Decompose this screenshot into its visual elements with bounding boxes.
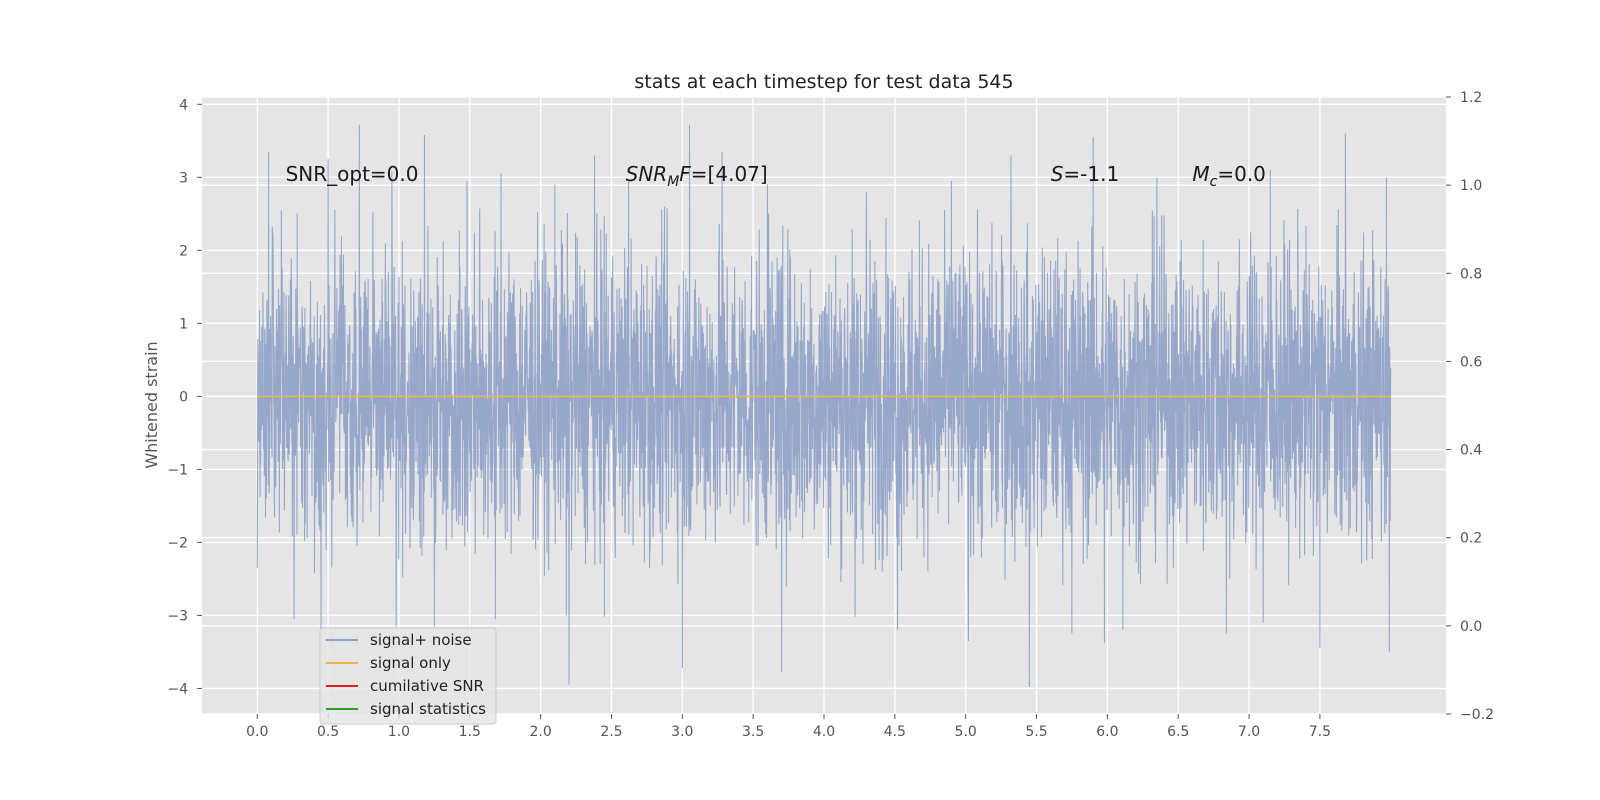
annotation-snr-mf: SNRMF=[4.07] — [626, 162, 768, 190]
y-tick-label: 0 — [179, 389, 188, 405]
x-tick-label: 4.0 — [813, 724, 835, 740]
y-tick-label: 2 — [179, 243, 188, 259]
y-tick-label: 1 — [179, 316, 188, 332]
y-tick-label: −3 — [167, 608, 188, 624]
legend-label: signal statistics — [370, 700, 486, 718]
x-tick-label: 3.0 — [671, 724, 693, 740]
y2-tick-label: 0.2 — [1460, 531, 1482, 547]
legend-box — [319, 627, 497, 725]
annotation-s-value: S=-1.1 — [1051, 162, 1119, 186]
chart-title: stats at each timestep for test data 545 — [634, 71, 1013, 93]
x-tick-label: 2.5 — [600, 724, 622, 740]
x-tick-label: 2.0 — [529, 724, 551, 740]
annotations: SNR_opt=0.0 SNRMF=[4.07] S=-1.1 Mc=0.0 — [286, 162, 1266, 190]
y-tick-label: 4 — [179, 97, 188, 113]
y-tick-label: 3 — [179, 170, 188, 186]
y2-tick-label: 0.8 — [1460, 266, 1482, 282]
y-axis-left: 4 3 2 1 0 −1 −2 −3 −4 — [167, 97, 202, 697]
y-tick-label: −1 — [167, 462, 188, 478]
y2-tick-label: −0.2 — [1460, 707, 1494, 723]
x-axis: 0.0 0.5 1.0 1.5 2.0 2.5 3.0 3.5 4.0 4.5 5.0 5.5 6.0 6… — [246, 714, 1331, 740]
legend-label: signal+ noise — [370, 631, 472, 649]
y2-tick-label: 0.6 — [1460, 354, 1482, 370]
x-tick-label: 0.5 — [317, 724, 339, 740]
annotation-snr-opt: SNR_opt=0.0 — [286, 162, 419, 186]
legend: signal+ noise signal only cumilative SNR si… — [319, 627, 497, 725]
y2-tick-label: 1.2 — [1460, 90, 1482, 106]
x-tick-label: 6.5 — [1167, 724, 1189, 740]
y-tick-label: −2 — [167, 535, 188, 551]
y2-tick-label: 0.4 — [1460, 443, 1482, 459]
x-tick-label: 7.0 — [1238, 724, 1260, 740]
y2-tick-label: 0.0 — [1460, 619, 1482, 635]
y-axis-label: Whitened strain — [142, 341, 161, 468]
legend-label: signal only — [370, 654, 451, 672]
legend-label: cumilative SNR — [370, 677, 484, 695]
x-tick-label: 1.5 — [459, 724, 481, 740]
series-signal-noise — [256, 124, 1392, 687]
x-tick-label: 0.0 — [246, 724, 268, 740]
y-tick-label: −4 — [167, 681, 188, 697]
x-tick-label: 3.5 — [742, 724, 764, 740]
y-axis-right: 1.2 1.0 0.8 0.6 0.4 0.2 0.0 −0.2 — [1446, 90, 1494, 723]
x-tick-label: 1.0 — [388, 724, 410, 740]
y2-tick-label: 1.0 — [1460, 178, 1482, 194]
annotation-mc-value: Mc=0.0 — [1192, 162, 1266, 190]
x-tick-label: 7.5 — [1309, 724, 1331, 740]
x-tick-label: 5.5 — [1025, 724, 1047, 740]
series-layer — [256, 124, 1392, 687]
x-tick-label: 4.5 — [884, 724, 906, 740]
x-tick-label: 5.0 — [955, 724, 977, 740]
x-tick-label: 6.0 — [1096, 724, 1118, 740]
